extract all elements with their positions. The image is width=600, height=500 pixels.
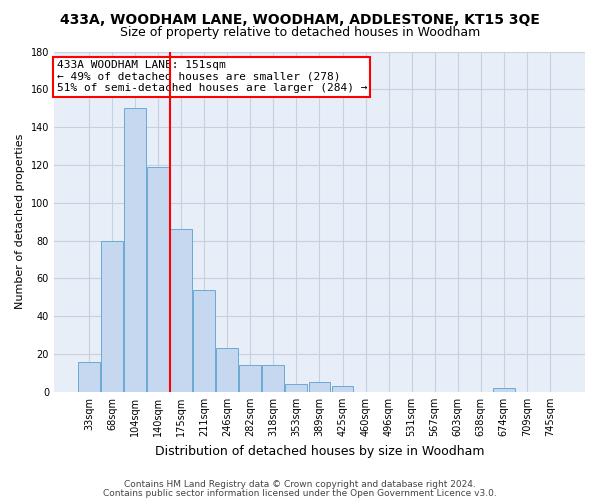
Text: 433A, WOODHAM LANE, WOODHAM, ADDLESTONE, KT15 3QE: 433A, WOODHAM LANE, WOODHAM, ADDLESTONE,… — [60, 12, 540, 26]
X-axis label: Distribution of detached houses by size in Woodham: Distribution of detached houses by size … — [155, 444, 484, 458]
Bar — [286, 384, 307, 392]
Y-axis label: Number of detached properties: Number of detached properties — [15, 134, 25, 310]
Text: Contains public sector information licensed under the Open Government Licence v3: Contains public sector information licen… — [103, 488, 497, 498]
Bar — [101, 240, 123, 392]
Text: 433A WOODHAM LANE: 151sqm
← 49% of detached houses are smaller (278)
51% of semi: 433A WOODHAM LANE: 151sqm ← 49% of detac… — [56, 60, 367, 93]
Bar — [493, 388, 515, 392]
Text: Size of property relative to detached houses in Woodham: Size of property relative to detached ho… — [120, 26, 480, 39]
Bar — [78, 362, 100, 392]
Bar — [147, 167, 169, 392]
Bar — [262, 366, 284, 392]
Bar — [332, 386, 353, 392]
Bar — [239, 366, 261, 392]
Text: Contains HM Land Registry data © Crown copyright and database right 2024.: Contains HM Land Registry data © Crown c… — [124, 480, 476, 489]
Bar — [193, 290, 215, 392]
Bar — [308, 382, 331, 392]
Bar — [124, 108, 146, 392]
Bar — [170, 230, 192, 392]
Bar — [217, 348, 238, 392]
